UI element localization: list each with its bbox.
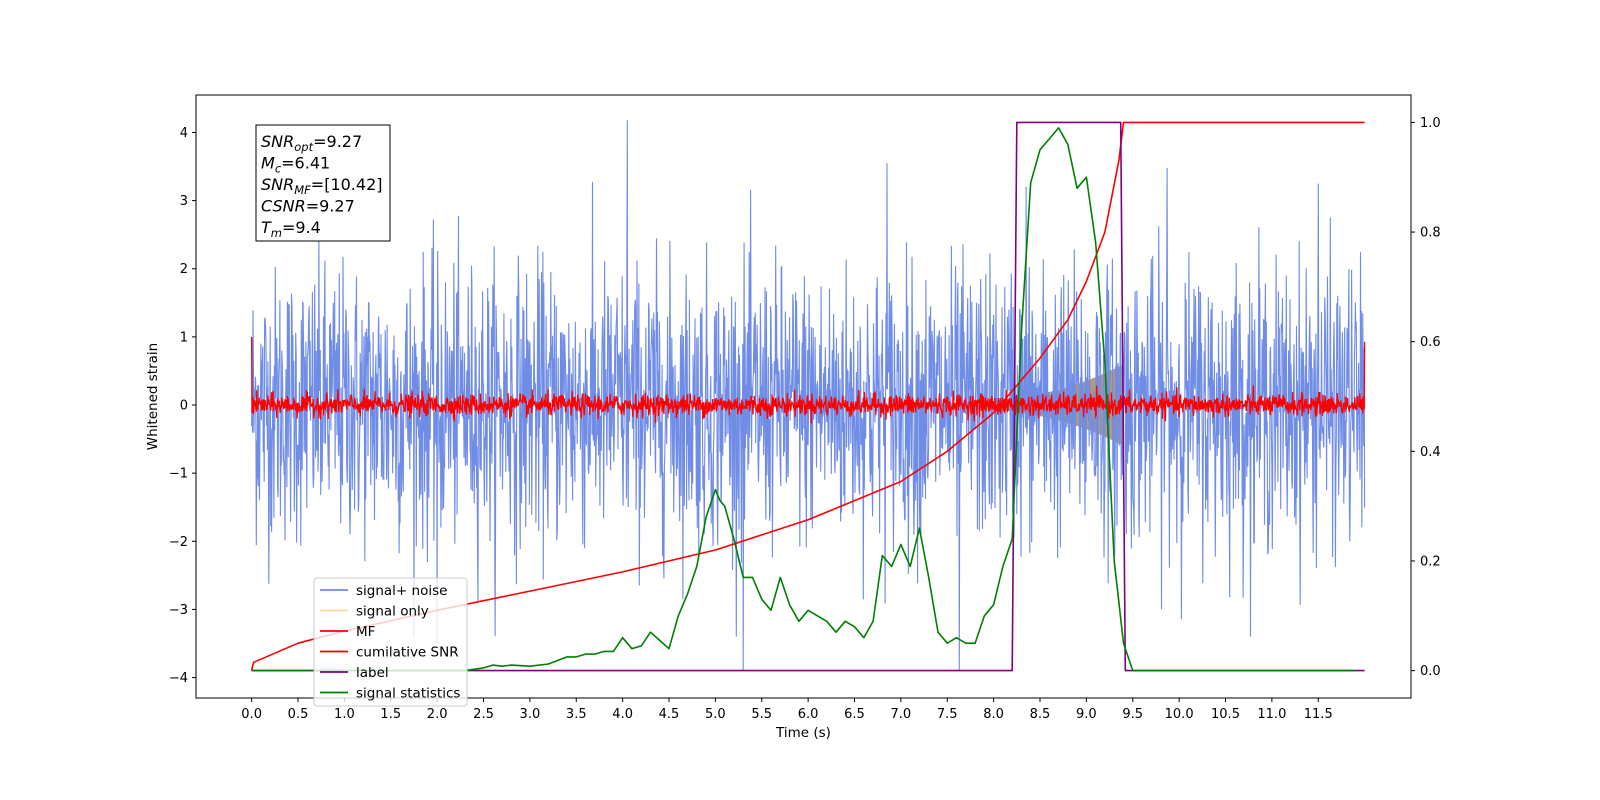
annotation-line: CSNR=9.27 xyxy=(261,197,355,216)
legend-entry: cumilative SNR xyxy=(356,645,459,661)
x-tick-label: 8.5 xyxy=(1030,707,1051,722)
x-tick-label: 11.5 xyxy=(1304,707,1333,722)
y-tick-label: −1 xyxy=(169,467,188,482)
y-right-tick-label: 0.8 xyxy=(1420,226,1441,241)
y-tick-label: −3 xyxy=(169,603,188,618)
x-tick-label: 7.0 xyxy=(891,707,912,722)
y-right-tick-label: 0.4 xyxy=(1420,445,1441,460)
legend-entry: signal+ noise xyxy=(356,583,447,599)
legend-frame xyxy=(313,577,468,707)
x-tick-label: 2.5 xyxy=(473,707,494,722)
annotation-line: SNRMF=[10.42] xyxy=(261,175,383,197)
x-tick-label: 10.0 xyxy=(1165,707,1194,722)
x-tick-label: 1.5 xyxy=(380,707,401,722)
y-right-tick-label: 0.0 xyxy=(1420,664,1441,679)
x-tick-label: 8.0 xyxy=(983,707,1004,722)
annotation-line: Mc=6.41 xyxy=(261,154,330,176)
legend: signal+ noise signal only MF cumilative SNR… xyxy=(313,577,468,707)
y-ticks-right: 0.0 0.2 0.4 0.6 0.8 1.0 xyxy=(1411,116,1441,679)
x-tick-label: 11.0 xyxy=(1257,707,1286,722)
x-tick-label: 0.0 xyxy=(241,707,262,722)
y-axis-label: Whitened strain xyxy=(145,343,161,450)
x-axis-label: Time (s) xyxy=(775,725,831,741)
mf-line xyxy=(250,336,1366,424)
x-tick-label: 9.5 xyxy=(1122,707,1143,722)
x-tick-label: 2.0 xyxy=(427,707,448,722)
annotation-box: SNRopt=9.27Mc=6.41SNRMF=[10.42]CSNR=9.27… xyxy=(255,124,391,242)
annotation-line: SNRopt=9.27 xyxy=(261,132,362,154)
y-right-tick-label: 1.0 xyxy=(1420,116,1441,131)
x-tick-label: 7.5 xyxy=(937,707,958,722)
legend-entry: label xyxy=(356,665,389,681)
y-right-tick-label: 0.2 xyxy=(1420,554,1441,569)
plot-frame xyxy=(195,94,1412,699)
y-tick-label: 4 xyxy=(180,126,188,141)
y-ticks-left: −4 −3 −2 −1 0 1 2 3 4 xyxy=(169,126,196,686)
y-tick-label: −4 xyxy=(169,671,188,686)
x-tick-label: 4.0 xyxy=(612,707,633,722)
annotation-line: Tm=9.4 xyxy=(261,218,321,240)
x-tick-label: 1.0 xyxy=(334,707,355,722)
x-tick-label: 5.5 xyxy=(751,707,772,722)
y-tick-label: 2 xyxy=(180,262,188,277)
x-tick-label: 9.0 xyxy=(1076,707,1097,722)
y-tick-label: 3 xyxy=(180,194,188,209)
y-tick-label: 0 xyxy=(180,399,188,414)
x-ticks: 0.0 0.5 1.0 1.5 2.0 2.5 3.0 3.5 4.0 4.5 5.0 5.5 6.0 6… xyxy=(241,698,1333,722)
x-tick-label: 0.5 xyxy=(288,707,309,722)
legend-entry: MF xyxy=(356,624,375,640)
mf-layer xyxy=(250,336,1366,424)
x-tick-label: 6.0 xyxy=(798,707,819,722)
legend-entry: signal statistics xyxy=(356,686,460,702)
y-tick-label: −2 xyxy=(169,535,188,550)
legend-entry: signal only xyxy=(356,604,429,620)
x-tick-label: 6.5 xyxy=(844,707,865,722)
y-right-tick-label: 0.6 xyxy=(1420,335,1441,350)
annotation-frame xyxy=(255,124,391,242)
x-tick-label: 3.5 xyxy=(566,707,587,722)
x-tick-label: 3.0 xyxy=(520,707,541,722)
signal-statistics-line xyxy=(251,127,1356,672)
x-tick-label: 10.5 xyxy=(1211,707,1240,722)
y-tick-label: 1 xyxy=(180,330,188,345)
x-tick-label: 5.0 xyxy=(705,707,726,722)
x-tick-label: 4.5 xyxy=(659,707,680,722)
